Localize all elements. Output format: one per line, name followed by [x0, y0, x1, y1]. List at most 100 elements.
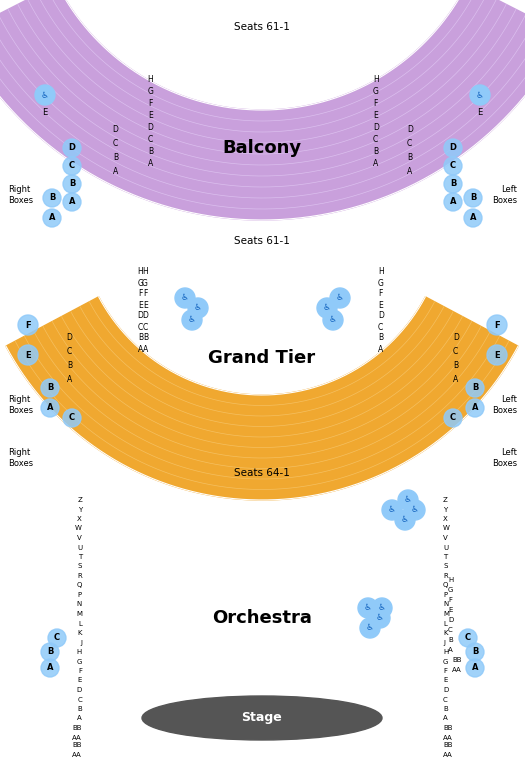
Text: A: A	[470, 214, 476, 222]
Text: X: X	[77, 516, 82, 522]
Circle shape	[405, 500, 425, 520]
Circle shape	[372, 598, 392, 618]
Text: Q: Q	[443, 582, 448, 588]
Text: S: S	[78, 563, 82, 569]
Circle shape	[395, 510, 415, 530]
Text: H: H	[378, 268, 384, 276]
Circle shape	[466, 659, 484, 677]
Text: Z: Z	[77, 497, 82, 503]
Text: C: C	[450, 161, 456, 170]
Text: C: C	[450, 413, 456, 422]
Polygon shape	[6, 297, 518, 500]
Text: B: B	[148, 148, 153, 157]
Text: F: F	[139, 289, 143, 298]
Circle shape	[487, 315, 507, 335]
Circle shape	[444, 175, 462, 193]
Text: Orchestra: Orchestra	[212, 609, 312, 627]
Text: E: E	[143, 301, 148, 310]
Circle shape	[323, 310, 343, 330]
Text: ♿: ♿	[401, 515, 409, 524]
Circle shape	[175, 288, 195, 308]
Text: AA: AA	[452, 667, 462, 673]
Text: D: D	[147, 123, 153, 132]
Text: P: P	[78, 592, 82, 598]
Text: ♿: ♿	[476, 91, 484, 100]
Text: A: A	[77, 715, 82, 721]
Text: B: B	[373, 148, 378, 157]
Text: C: C	[77, 696, 82, 702]
Text: ♿: ♿	[366, 623, 374, 632]
Circle shape	[487, 345, 507, 365]
Text: B: B	[472, 384, 478, 393]
Text: Q: Q	[77, 582, 82, 588]
Text: W: W	[443, 526, 450, 531]
Text: G: G	[77, 658, 82, 664]
Text: B: B	[77, 706, 82, 712]
Text: H: H	[137, 268, 143, 276]
Text: B: B	[448, 637, 453, 643]
Circle shape	[358, 598, 378, 618]
Text: C: C	[143, 323, 148, 332]
Circle shape	[444, 193, 462, 211]
Text: AA: AA	[443, 752, 453, 758]
Text: F: F	[378, 289, 382, 298]
Text: Left
Boxes: Left Boxes	[492, 395, 517, 415]
Circle shape	[466, 643, 484, 661]
Text: ♿: ♿	[364, 603, 372, 613]
Text: C: C	[373, 135, 378, 145]
Text: C: C	[453, 348, 458, 356]
Text: R: R	[77, 573, 82, 579]
Text: BB: BB	[72, 742, 82, 748]
Text: V: V	[77, 535, 82, 541]
Text: B: B	[47, 648, 53, 657]
Text: A: A	[378, 345, 383, 354]
Text: ♿: ♿	[388, 505, 396, 514]
Circle shape	[63, 193, 81, 211]
Text: E: E	[138, 301, 143, 310]
Text: Y: Y	[78, 507, 82, 512]
Text: F: F	[443, 668, 447, 674]
Text: A: A	[69, 198, 75, 206]
Text: A: A	[450, 198, 456, 206]
Circle shape	[466, 379, 484, 397]
Text: C: C	[69, 161, 75, 170]
Text: ♿: ♿	[378, 603, 386, 613]
Text: E: E	[448, 607, 453, 613]
Text: BB: BB	[443, 725, 453, 731]
Text: AA: AA	[443, 734, 453, 740]
Text: Grand Tier: Grand Tier	[208, 349, 316, 367]
Text: T: T	[78, 554, 82, 560]
Text: E: E	[378, 301, 383, 310]
Text: D: D	[66, 333, 72, 342]
Circle shape	[41, 659, 59, 677]
Text: Seats 64-1: Seats 64-1	[234, 468, 290, 478]
Circle shape	[330, 288, 350, 308]
Text: A: A	[47, 403, 53, 412]
Circle shape	[41, 379, 59, 397]
Text: K: K	[443, 630, 447, 636]
Text: BB: BB	[72, 725, 82, 731]
Text: H: H	[373, 75, 379, 84]
Text: M: M	[443, 611, 449, 617]
Text: D: D	[137, 311, 143, 320]
Text: G: G	[142, 279, 148, 288]
Text: H: H	[448, 577, 453, 583]
Text: D: D	[77, 687, 82, 693]
Text: A: A	[143, 345, 148, 354]
Circle shape	[464, 189, 482, 207]
Circle shape	[41, 399, 59, 417]
Circle shape	[444, 139, 462, 157]
Text: E: E	[373, 112, 378, 120]
Text: Seats 61-1: Seats 61-1	[234, 236, 290, 246]
Text: C: C	[67, 348, 72, 356]
Text: D: D	[112, 126, 118, 135]
Text: BB: BB	[452, 657, 461, 663]
Circle shape	[182, 310, 202, 330]
Text: H: H	[77, 649, 82, 655]
Circle shape	[382, 500, 402, 520]
Circle shape	[360, 618, 380, 638]
Circle shape	[398, 490, 418, 510]
Text: Right
Boxes: Right Boxes	[8, 185, 33, 205]
Text: Seats 61-1: Seats 61-1	[234, 22, 290, 32]
Text: A: A	[448, 647, 453, 653]
